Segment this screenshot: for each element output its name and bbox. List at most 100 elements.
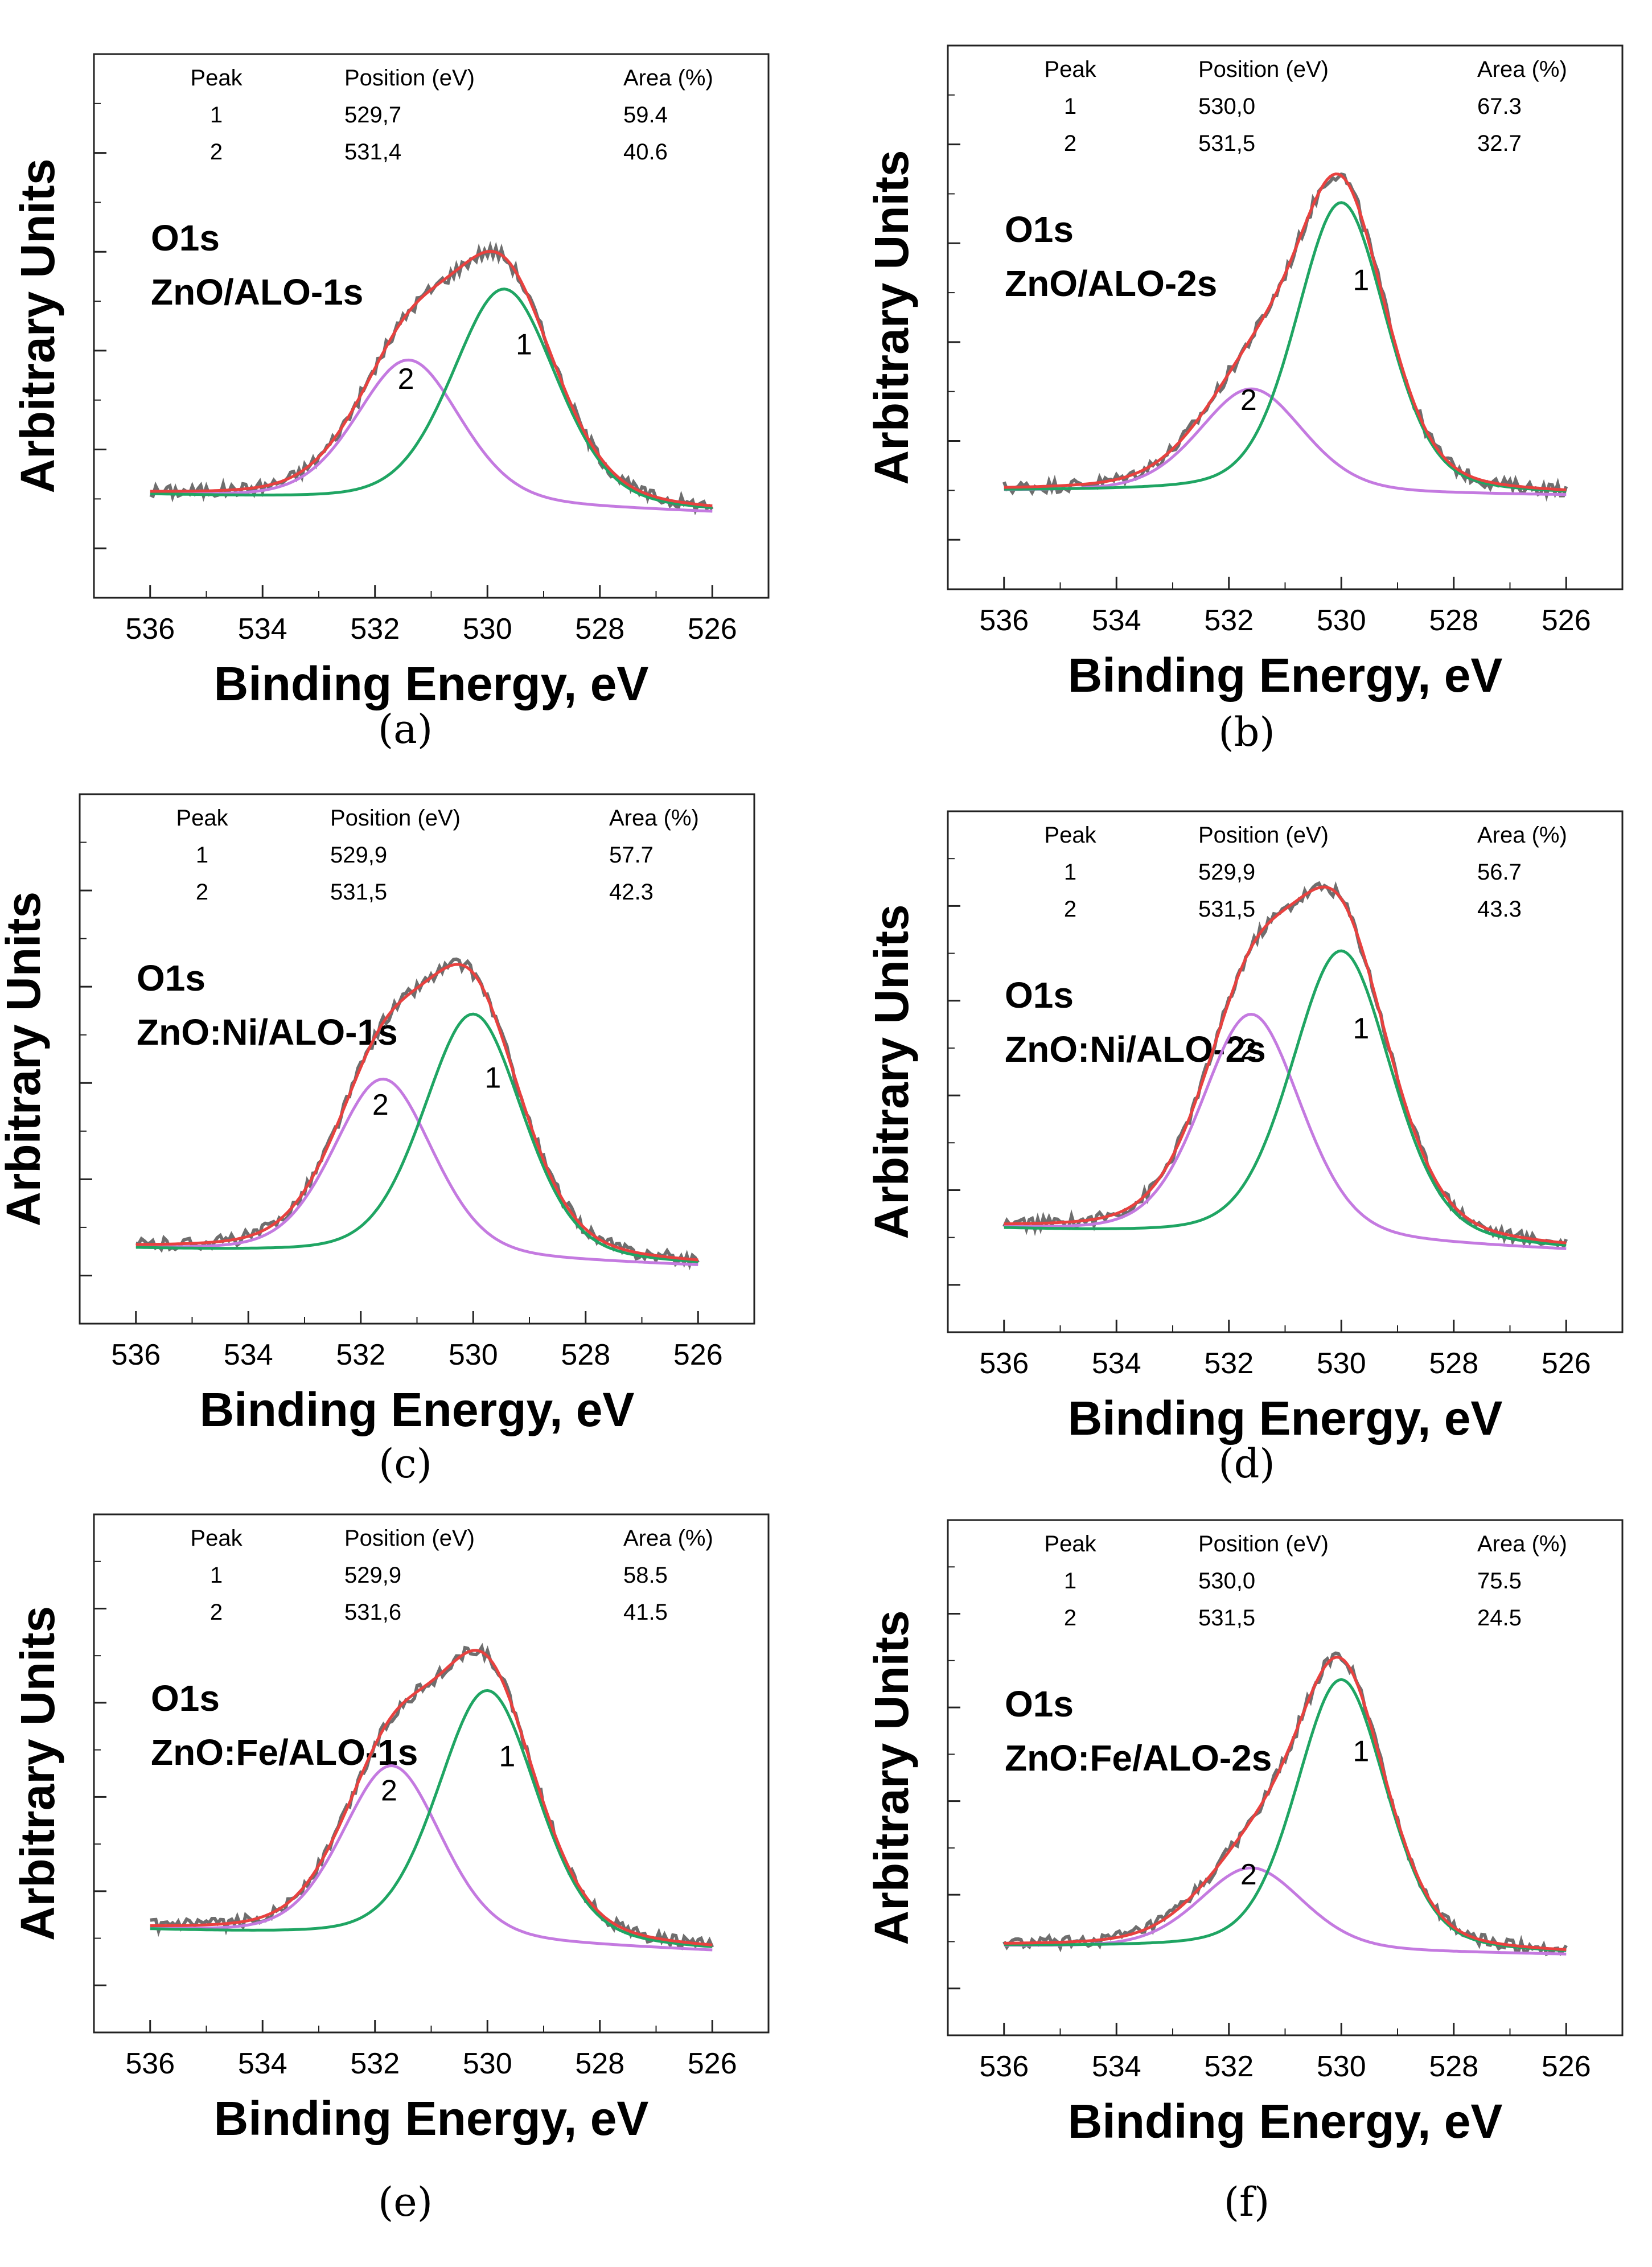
table-header: Area (%) — [623, 65, 713, 91]
peak-1-line — [150, 1689, 713, 1948]
x-tick-label: 532 — [350, 2047, 400, 2080]
x-tick-label: 532 — [1204, 604, 1254, 637]
x-tick-label: 536 — [111, 1338, 161, 1371]
sample-label-name: ZnO/ALO-1s — [151, 272, 363, 313]
sample-label-core: O1s — [1005, 975, 1074, 1016]
sample-label-core: O1s — [151, 217, 220, 258]
plot-frame — [93, 53, 770, 599]
table-cell: 530,0 — [1198, 1568, 1255, 1594]
plot-frame — [947, 810, 1624, 1333]
x-tick-label: 526 — [673, 1338, 723, 1371]
table-header: Area (%) — [1477, 823, 1567, 848]
panel-c: 536 534 532 530 528 526 Binding Energy, eV Arbi… — [0, 793, 755, 1487]
table-cell: 1 — [1064, 1568, 1076, 1594]
envelope-line — [1004, 1656, 1567, 1952]
table-header: Position (eV) — [1198, 57, 1329, 82]
table-cell: 529,9 — [330, 843, 387, 868]
peak-2-line — [1004, 1012, 1567, 1250]
panel-caption: (f) — [1224, 2179, 1270, 2225]
x-tick-label: 536 — [125, 2047, 175, 2080]
x-tick-label: 534 — [238, 613, 287, 646]
table-header: Peak — [190, 65, 243, 91]
table-header: Peak — [1044, 57, 1096, 82]
table-header: Area (%) — [1477, 1531, 1567, 1556]
table-cell: 2 — [210, 139, 223, 165]
table-cell: 1 — [210, 102, 223, 128]
table-cell: 57.7 — [609, 843, 654, 868]
panel-caption: (d) — [1218, 1440, 1275, 1487]
panel-b: 536 534 532 530 528 526 Binding Energy, eV Arbi… — [865, 44, 1624, 755]
envelope-line — [1004, 885, 1567, 1245]
peak-2-label: 2 — [1240, 384, 1257, 417]
x-axis-title: Binding Energy, eV — [214, 657, 649, 711]
table-cell: 2 — [210, 1600, 223, 1625]
table-cell: 1 — [210, 1563, 223, 1588]
peak-1-label: 1 — [516, 328, 532, 361]
x-tick-label: 526 — [688, 2047, 737, 2080]
table-cell: 2 — [1064, 1605, 1076, 1631]
table-header: Position (eV) — [330, 806, 461, 831]
x-tick-label: 534 — [1092, 604, 1141, 637]
sample-label-name: ZnO:Ni/ALO-2s — [1005, 1029, 1266, 1070]
panel-caption: (c) — [379, 1440, 432, 1487]
table-cell: 24.5 — [1477, 1605, 1522, 1631]
raw-data-line — [150, 1642, 714, 1950]
peak-2-label: 2 — [381, 1775, 397, 1808]
table-cell: 531,6 — [344, 1600, 401, 1625]
peak-2-label: 2 — [1240, 1033, 1257, 1066]
x-tick-label: 536 — [125, 613, 175, 646]
table-cell: 2 — [196, 880, 208, 905]
raw-data-line — [135, 957, 700, 1271]
panel-d: 536 534 532 530 528 526 Binding Energy, eV Arbi… — [865, 810, 1624, 1487]
x-tick-label: 526 — [688, 613, 737, 646]
envelope-line — [150, 249, 713, 508]
panel-f: 536 534 532 530 528 526 Binding Energy, eV Arbi… — [865, 1519, 1624, 2225]
x-tick-label: 534 — [1092, 1347, 1141, 1380]
peak-1-label: 1 — [499, 1740, 515, 1773]
sample-label-core: O1s — [1005, 209, 1074, 250]
table-cell: 41.5 — [623, 1600, 668, 1625]
x-tick-label: 532 — [350, 613, 400, 646]
peak-2-label: 2 — [372, 1089, 389, 1122]
peak-1-line — [1004, 1678, 1567, 1952]
x-tick-label: 530 — [1317, 604, 1366, 637]
table-cell: 529,9 — [1198, 860, 1255, 885]
x-tick-label: 528 — [1429, 604, 1478, 637]
x-axis-title: Binding Energy, eV — [214, 2092, 649, 2145]
table-header: Position (eV) — [1198, 823, 1329, 848]
sample-label-core: O1s — [137, 958, 206, 999]
x-tick-label: 536 — [979, 604, 1029, 637]
table-header: Area (%) — [623, 1526, 713, 1551]
table-cell: 1 — [1064, 94, 1076, 119]
table-cell: 58.5 — [623, 1563, 668, 1588]
table-header: Area (%) — [1477, 57, 1567, 82]
table-header: Peak — [1044, 1531, 1096, 1556]
x-tick-label: 530 — [463, 613, 512, 646]
table-header: Position (eV) — [344, 65, 475, 91]
table-cell: 59.4 — [623, 102, 668, 128]
peak-1-label: 1 — [484, 1062, 501, 1095]
panel-caption: (b) — [1218, 709, 1275, 755]
table-cell: 56.7 — [1477, 860, 1522, 885]
x-tick-label: 528 — [1429, 2050, 1478, 2083]
raw-data-line — [1002, 1651, 1568, 1957]
envelope-line — [1004, 172, 1567, 491]
x-tick-label: 526 — [1542, 1347, 1591, 1380]
table-header: Position (eV) — [344, 1526, 475, 1551]
table-cell: 531,5 — [1198, 1605, 1255, 1631]
table-cell: 2 — [1064, 897, 1076, 922]
table-cell: 75.5 — [1477, 1568, 1522, 1594]
table-cell: 32.7 — [1477, 131, 1522, 156]
peak-2-label: 2 — [1240, 1858, 1257, 1891]
x-tick-label: 532 — [1204, 2050, 1254, 2083]
y-axis-title: Arbitrary Units — [11, 158, 64, 493]
sample-label-core: O1s — [1005, 1683, 1074, 1724]
y-axis-title: Arbitrary Units — [0, 892, 50, 1226]
x-tick-label: 530 — [463, 2047, 512, 2080]
panel-caption: (e) — [378, 2179, 433, 2225]
x-tick-label: 526 — [1542, 604, 1591, 637]
table-cell: 531,4 — [344, 139, 401, 165]
sample-label-core: O1s — [151, 1678, 220, 1719]
envelope-line — [135, 963, 698, 1262]
